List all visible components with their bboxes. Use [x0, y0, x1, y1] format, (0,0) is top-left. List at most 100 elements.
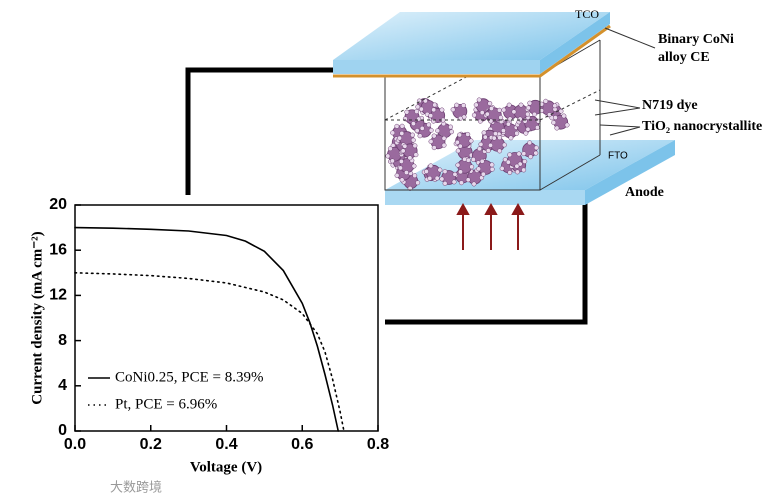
particle-dot [428, 127, 434, 133]
curve [74, 272, 345, 432]
particle-dot [487, 100, 493, 106]
particle-dot [457, 115, 463, 121]
particle-dot [498, 115, 504, 121]
particle-dot [452, 171, 458, 177]
particle-dot [454, 139, 460, 145]
particle-dot [399, 130, 405, 136]
particle-dot [525, 111, 531, 117]
particle-dot [491, 135, 497, 141]
particle-dot [439, 107, 445, 113]
particle-dot [454, 102, 460, 108]
x-axis-label: Voltage (V) [190, 459, 262, 475]
particle-dot [448, 124, 454, 130]
particle-dot [507, 152, 513, 158]
particle-dot [468, 138, 474, 144]
particle-dot [398, 165, 403, 171]
particle-dot [435, 128, 441, 134]
particle-dot [514, 169, 520, 175]
particle-dot [493, 131, 498, 137]
particle-dot [422, 98, 428, 104]
particle-dot [404, 109, 410, 115]
particle-dot [449, 129, 455, 135]
particle-dot [458, 180, 464, 186]
particle-dot [431, 133, 437, 139]
particle-dot [484, 111, 490, 117]
pointer-lines [594, 27, 656, 136]
particle-dot [390, 130, 396, 136]
particle-dot [558, 108, 564, 114]
particle-dot [412, 143, 418, 149]
particle-dot [461, 102, 466, 108]
particle-dot [502, 157, 508, 162]
particle-dot [522, 159, 528, 164]
y-tick-label: 4 [58, 377, 67, 394]
x-tick-label: 0.6 [291, 436, 313, 453]
particle-dot [489, 162, 495, 168]
y-tick-label: 12 [49, 287, 67, 304]
particle-dot [442, 180, 448, 186]
particle-dot [480, 171, 486, 177]
particle-dot [470, 157, 476, 162]
particle-dot [507, 170, 513, 176]
particle-dot [398, 159, 404, 164]
particle-dot [413, 152, 419, 158]
particle-dot [404, 170, 409, 175]
particle-dot [400, 148, 406, 154]
particle-dot [437, 167, 443, 173]
particle-dot [477, 146, 482, 152]
particle-dot [552, 115, 558, 121]
particle-dot [488, 118, 494, 124]
particle-dot [407, 155, 413, 161]
particle-dot [505, 159, 511, 165]
particle-dot [394, 173, 400, 178]
particle-dot [402, 143, 408, 149]
particle-dot [414, 128, 420, 134]
particle-dot [497, 148, 503, 154]
particle-dot [533, 145, 539, 151]
particle-dot [410, 132, 416, 138]
particle-dot [532, 111, 537, 117]
particle-dot [434, 175, 440, 181]
x-tick-label: 0.4 [215, 436, 237, 453]
particle-dot [399, 177, 405, 183]
cell-diagram: TCO Binary CoNi alloy CE N719 dye TiO₂ n… [185, 7, 762, 325]
particle-dot [497, 135, 503, 141]
particle-dot [465, 177, 471, 183]
y-tick-label: 16 [49, 241, 67, 258]
particle-dot [554, 125, 560, 131]
particle-dot [385, 153, 391, 159]
particle-dot [489, 166, 495, 172]
particle-dot [423, 169, 429, 174]
x-tick-label: 0.8 [367, 436, 389, 453]
y-axis-label: Current density (mA cm⁻²) [29, 231, 45, 404]
particle-dot [414, 109, 420, 114]
particle-dot [511, 109, 517, 115]
y-tick-label: 0 [58, 422, 67, 439]
particle-dot [479, 158, 485, 164]
particle-dot [478, 141, 484, 147]
watermark: 大数跨境 [110, 481, 162, 496]
particle-dot [499, 166, 505, 171]
x-tick-label: 0.2 [140, 436, 162, 453]
particle-dot [389, 158, 395, 164]
particle-dot [412, 173, 418, 179]
y-tick-label: 8 [58, 332, 67, 349]
particle-dot [410, 137, 416, 143]
light-arrows [456, 202, 525, 250]
anode-label: Anode [625, 185, 664, 200]
particle-dot [552, 103, 558, 109]
particle-dot [473, 102, 479, 108]
particle-dot [442, 169, 448, 175]
particle-dot [399, 123, 405, 129]
particle-dot [457, 132, 463, 138]
particle-dot [514, 130, 520, 136]
particle-dot [458, 169, 463, 175]
particle-dot [497, 107, 502, 113]
ce-plate-side [540, 12, 610, 74]
particle-dot [481, 130, 487, 136]
particle-dot [527, 140, 533, 146]
particle-dot [561, 113, 567, 119]
particle-dot [518, 102, 524, 108]
particle-dot [431, 145, 437, 151]
